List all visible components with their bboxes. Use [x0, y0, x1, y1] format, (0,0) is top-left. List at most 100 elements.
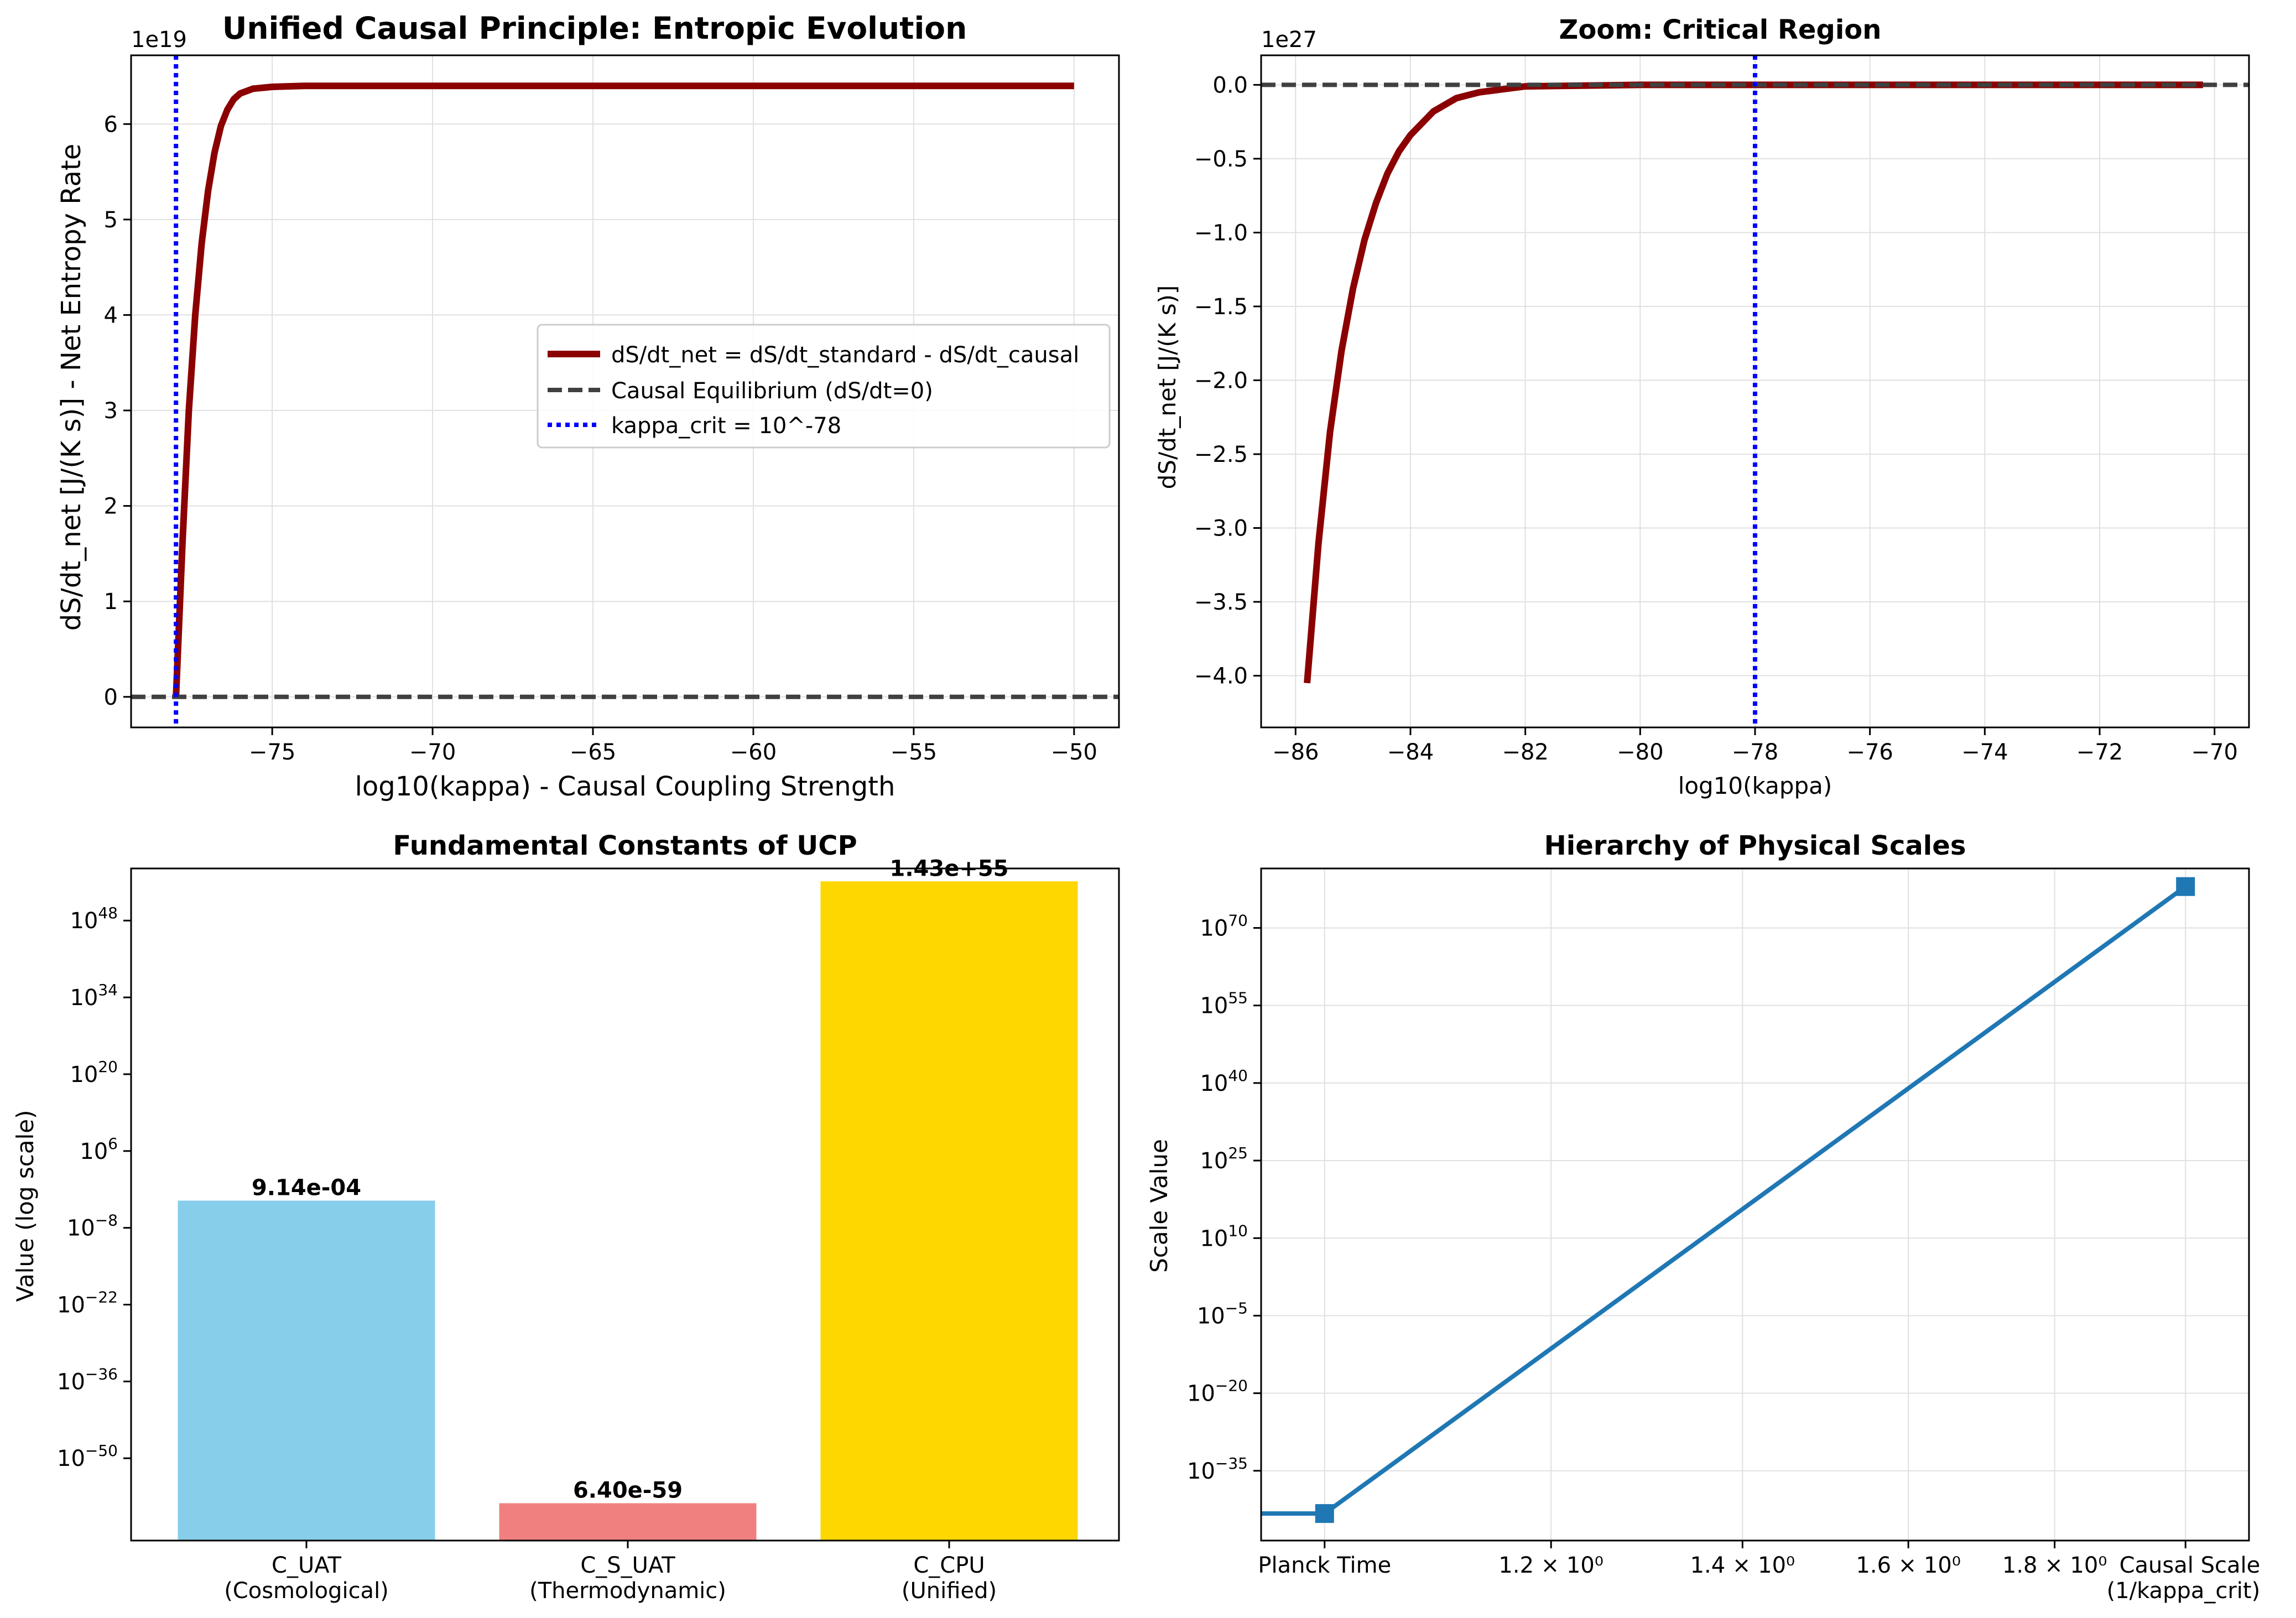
panel-physical-scales: Hierarchy of Physical Scales Scale Value… — [1146, 830, 2260, 1604]
x-tick-label: 1.4 × 10⁰ — [1690, 1553, 1795, 1578]
x-tick-label: 1.8 × 10⁰ — [2002, 1553, 2107, 1578]
x-tick-label: −60 — [730, 740, 777, 765]
grid — [1261, 55, 2249, 727]
y-tick-label: −4.0 — [1194, 664, 1248, 689]
plot-lines — [1261, 55, 2249, 727]
y-tick-label: −3.5 — [1194, 590, 1248, 615]
x-tick-label: C_CPU — [913, 1553, 985, 1578]
series-line-0 — [173, 82, 1074, 698]
y-tick-label: 1048 — [70, 904, 118, 934]
x-tick-label: (Cosmological) — [224, 1578, 389, 1604]
y-axis-label: dS/dt_net [J/(K s)] - Net Entropy Rate — [56, 144, 87, 631]
legend: dS/dt_net = dS/dt_standard - dS/dt_causa… — [537, 324, 1111, 449]
y-tick-label: 106 — [80, 1135, 118, 1164]
axis-ticks: −86 −84 −82 −80 −78 −76 −74 −72 −70 0.0 −0.5 −1.0 −1… — [1194, 72, 2238, 765]
legend-label-series-0: dS/dt_net = dS/dt_standard - dS/dt_causa… — [611, 342, 1079, 368]
axis-ticks: 10−5010−3610−2210−8106102010341048C_UAT(… — [57, 904, 997, 1604]
x-tick-label: −80 — [1617, 740, 1663, 765]
chart-title: Unified Causal Principle: Entropic Evolu… — [222, 11, 967, 46]
y-tick-label: 1070 — [1200, 911, 1248, 941]
x-tick-label: 1.2 × 10⁰ — [1498, 1553, 1603, 1578]
y-tick-label: 2 — [104, 494, 118, 519]
y-tick-label: −1.0 — [1194, 220, 1248, 246]
x-tick-label: −50 — [1051, 740, 1097, 765]
y-tick-label: 1020 — [70, 1058, 118, 1088]
y-tick-label: 1040 — [1200, 1066, 1248, 1096]
bars: 9.14e-046.40e-591.43e+55 — [178, 856, 1078, 1541]
data-point-0 — [1315, 1504, 1334, 1523]
x-tick-label: (1/kappa_crit) — [2107, 1578, 2261, 1604]
x-tick-label: −78 — [1732, 740, 1778, 765]
legend-box — [537, 324, 1111, 449]
panel-entropic-evolution: Unified Causal Principle: Entropic Evolu… — [56, 11, 1120, 802]
x-tick-label: (Unified) — [902, 1578, 997, 1604]
x-tick-label: Planck Time — [1258, 1553, 1391, 1578]
plot-frame — [130, 867, 1120, 1542]
legend-label-series-2: kappa_crit = 10^-78 — [611, 413, 841, 439]
x-tick-label: −55 — [891, 740, 937, 765]
y-tick-label: 5 — [104, 207, 118, 233]
plot-lines — [131, 55, 1119, 727]
x-tick-label: −70 — [2191, 740, 2237, 765]
grid — [1261, 868, 2249, 1541]
y-tick-label: 3 — [104, 398, 118, 424]
y-tick-label: 1 — [104, 589, 118, 615]
y-tick-label: 10−8 — [67, 1211, 118, 1241]
plot-frame — [1260, 54, 2250, 729]
x-tick-label: 1.6 × 10⁰ — [1856, 1553, 1961, 1578]
legend-label-series-1: Causal Equilibrium (dS/dt=0) — [611, 378, 933, 404]
bar-value-label: 9.14e-04 — [252, 1175, 361, 1200]
x-tick-label: −72 — [2076, 740, 2123, 765]
y-tick-label: −1.5 — [1194, 294, 1248, 320]
y-tick-label: 1055 — [1200, 989, 1248, 1019]
y-tick-label: 10−20 — [1187, 1377, 1248, 1407]
x-tick-label: −70 — [409, 740, 456, 765]
y-tick-label: 10−35 — [1187, 1454, 1248, 1484]
x-tick-label: −75 — [249, 740, 295, 765]
y-axis-label: dS/dt_net [J/(K s)] — [1154, 285, 1181, 490]
x-tick-label: −82 — [1502, 740, 1548, 765]
x-tick-label: −86 — [1272, 740, 1319, 765]
series-line-0 — [1304, 81, 2203, 684]
x-tick-label: C_S_UAT — [580, 1553, 675, 1578]
y-tick-label: −2.0 — [1194, 368, 1248, 393]
chart-title: Hierarchy of Physical Scales — [1544, 830, 1966, 861]
bar-value-label: 6.40e-59 — [573, 1477, 683, 1503]
y-offset-text: 1e19 — [131, 27, 187, 53]
bar-2 — [820, 881, 1078, 1541]
bar-0 — [178, 1200, 435, 1541]
x-tick-label: (Thermodynamic) — [529, 1578, 726, 1604]
x-tick-label: −65 — [570, 740, 616, 765]
y-axis-label: Scale Value — [1146, 1139, 1173, 1273]
plot-lines — [1261, 877, 2195, 1523]
panel-fundamental-constants: Fundamental Constants of UCP Value (log … — [12, 830, 1120, 1604]
y-axis-label: Value (log scale) — [12, 1110, 39, 1302]
y-tick-label: 1010 — [1200, 1221, 1248, 1251]
y-tick-label: 1025 — [1200, 1144, 1248, 1174]
axis-ticks: −75 −70 −65 −60 −55 −50 0 1 2 3 4 5 6 — [104, 112, 1097, 765]
y-tick-label: 10−5 — [1197, 1299, 1248, 1329]
plot-frame — [130, 54, 1120, 729]
y-tick-label: 4 — [104, 303, 118, 328]
y-tick-label: 0 — [104, 685, 118, 710]
axis-ticks: 10−35 10−20 10−5 1010 1025 1040 1055 1070 Planck… — [1187, 911, 2260, 1604]
y-tick-label: 10−22 — [57, 1288, 118, 1318]
x-axis-label: log10(kappa) - Causal Coupling Strength — [355, 771, 896, 802]
chart-title: Zoom: Critical Region — [1559, 14, 1882, 45]
y-tick-label: −0.5 — [1194, 147, 1248, 172]
y-tick-label: 6 — [104, 112, 118, 137]
x-tick-label: −76 — [1846, 740, 1893, 765]
x-axis-label: log10(kappa) — [1678, 772, 1832, 799]
x-tick-label: −74 — [1961, 740, 2008, 765]
x-tick-label: −84 — [1387, 740, 1434, 765]
y-offset-text: 1e27 — [1261, 27, 1317, 53]
y-tick-label: 0.0 — [1212, 72, 1248, 98]
series-line-0 — [1323, 885, 2187, 1516]
y-tick-label: 10−36 — [57, 1365, 118, 1395]
chart-title: Fundamental Constants of UCP — [393, 830, 857, 861]
x-tick-label: C_UAT — [272, 1553, 341, 1578]
panel-critical-region-zoom: Zoom: Critical Region 1e27 log10(kappa) … — [1154, 14, 2250, 799]
y-tick-label: 10−50 — [57, 1442, 118, 1471]
x-tick-label: Causal Scale — [2120, 1553, 2261, 1578]
